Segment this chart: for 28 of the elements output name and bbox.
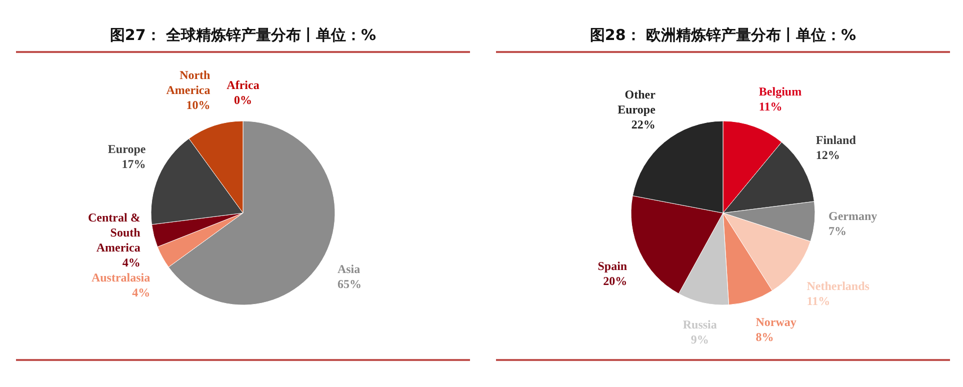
slice-label: Belgium xyxy=(758,84,802,98)
data-label: 10% xyxy=(186,98,210,112)
data-label: 11% xyxy=(806,294,830,308)
data-label: 65% xyxy=(337,277,362,292)
slice-label: Spain xyxy=(598,259,628,274)
slice-label: Other Europe xyxy=(618,87,656,116)
data-label: 7% xyxy=(828,224,847,238)
data-label: 4% xyxy=(122,255,140,270)
data-label: 11% xyxy=(758,99,782,114)
slice-label: Finland xyxy=(816,132,856,147)
slice-label: Central & South America xyxy=(88,210,141,254)
slice-label: Netherlands xyxy=(806,278,870,293)
slice-label: North America xyxy=(166,68,211,98)
data-label: 20% xyxy=(603,274,628,288)
slice-label: Germany xyxy=(828,208,878,223)
text: 0% xyxy=(234,93,252,107)
data-label: 12% xyxy=(816,148,840,162)
slice-label: Asia xyxy=(337,262,360,276)
category-label: Africa xyxy=(226,78,260,92)
slice-label: Europe xyxy=(108,142,146,156)
slice-label: Norway xyxy=(756,314,796,329)
data-label: 17% xyxy=(122,156,146,171)
chart-title: 图27： 全球精炼锌产量分布丨单位：% xyxy=(110,26,376,44)
slice-label: Australasia xyxy=(91,270,150,284)
data-label: 22% xyxy=(631,117,656,132)
data-label: 4% xyxy=(132,285,150,300)
data-label: 8% xyxy=(756,330,774,344)
chart-title: 图28： 欧洲精炼锌产量分布丨单位：% xyxy=(590,26,856,44)
